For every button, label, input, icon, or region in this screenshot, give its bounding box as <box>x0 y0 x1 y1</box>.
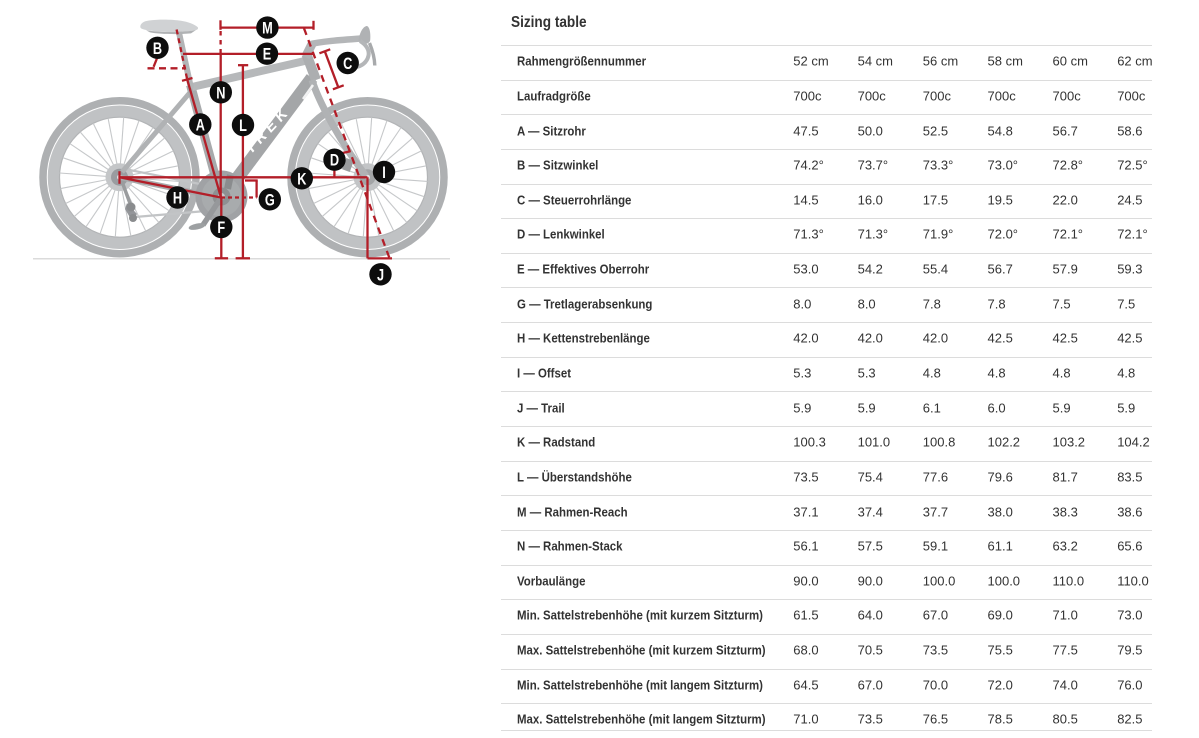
svg-text:F: F <box>217 218 225 237</box>
svg-text:I: I <box>382 163 386 182</box>
svg-text:G: G <box>265 191 275 210</box>
svg-text:J: J <box>377 266 384 285</box>
svg-text:B: B <box>153 39 162 58</box>
svg-text:D: D <box>330 151 339 170</box>
svg-text:N: N <box>216 84 225 103</box>
svg-text:L: L <box>239 116 247 135</box>
svg-text:A: A <box>196 116 205 135</box>
svg-text:C: C <box>343 54 352 73</box>
svg-text:H: H <box>173 189 182 208</box>
svg-text:K: K <box>297 170 306 189</box>
svg-text:M: M <box>262 19 273 38</box>
svg-text:E: E <box>263 45 271 64</box>
